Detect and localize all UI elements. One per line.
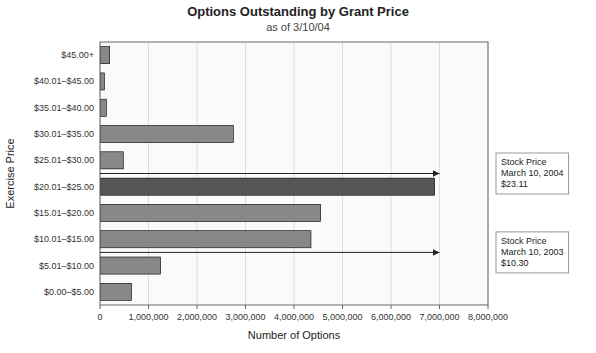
tick-label: 2,000,000 [177,312,217,322]
tick-label: 8,000,000 [468,312,508,322]
annotation-box [496,153,569,194]
annotation-arrow [100,173,440,174]
annotation-line: Stock Price [501,157,547,167]
bar [100,152,123,169]
category-label: $45.00+ [61,50,94,60]
tick-label: 4,000,000 [274,312,314,322]
annotation-arrows [100,174,440,253]
category-label: $5.01–$10.00 [39,261,94,271]
tick-mark [391,305,392,309]
category-label: $10.01–$15.00 [34,234,94,244]
tick-mark [488,305,489,309]
tick-label: 3,000,000 [225,312,265,322]
tick-label: 1,000,000 [128,312,168,322]
tick-label: 7,000,000 [419,312,459,322]
annotation-arrow [100,252,440,253]
bar [100,231,311,248]
bar [100,99,106,116]
annotation-line: Stock Price [501,236,547,246]
annotation: Stock PriceMarch 10, 2004$23.11 [501,157,564,189]
bar [100,204,321,221]
category-label: $20.01–$25.00 [34,182,94,192]
bar [100,178,435,195]
tick-mark [197,305,198,309]
title: Options Outstanding by Grant Price [187,4,409,19]
bar [100,73,104,90]
tick-mark [342,305,343,309]
tick-mark [439,305,440,309]
plot-frame [100,42,488,305]
subtitle: as of 3/10/04 [266,21,330,33]
x-axis-label: Number of Options [248,329,341,341]
annotation-line: March 10, 2004 [501,168,564,178]
category-label: $40.01–$45.00 [34,76,94,86]
annotation-box [496,232,569,273]
tick-mark [148,305,149,309]
chart: Options Outstanding by Grant Price as of … [0,0,596,353]
category-label: $35.01–$40.00 [34,103,94,113]
category-label: $0.00–$5.00 [44,287,94,297]
plot-area [100,42,488,305]
tick-mark [294,305,295,309]
bar [100,126,233,143]
annotation: Stock PriceMarch 10, 2003$10.30 [501,236,564,268]
annotation-line: March 10, 2003 [501,247,564,257]
bar [100,283,132,300]
annotation-line: $23.11 [501,179,528,189]
category-label: $15.01–$20.00 [34,208,94,218]
bar [100,47,110,64]
y-axis-label: Exercise Price [4,138,16,208]
category-label: $25.01–$30.00 [34,155,94,165]
tick-mark [245,305,246,309]
tick-label: 5,000,000 [322,312,362,322]
category-label: $30.01–$35.00 [34,129,94,139]
bar [100,257,161,274]
annotation-line: $10.30 [501,258,529,268]
tick-mark [100,305,101,309]
tick-label: 6,000,000 [371,312,411,322]
tick-label: 0 [97,312,102,322]
